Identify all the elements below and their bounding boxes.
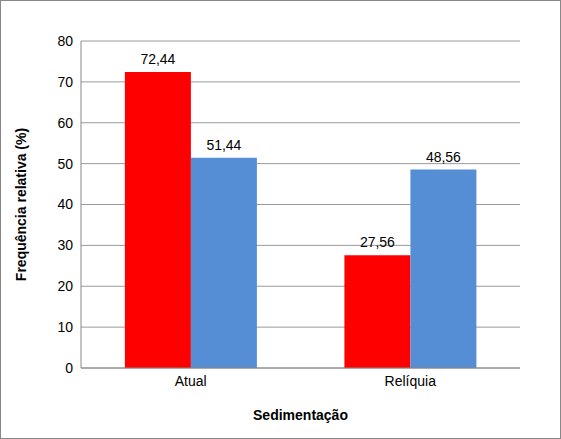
svg-text:72,44: 72,44 bbox=[140, 51, 175, 67]
svg-text:0: 0 bbox=[65, 360, 73, 376]
svg-text:48,56: 48,56 bbox=[426, 149, 461, 165]
svg-text:70: 70 bbox=[57, 74, 73, 90]
svg-text:Sedimentação: Sedimentação bbox=[253, 407, 348, 423]
svg-text:10: 10 bbox=[57, 319, 73, 335]
svg-text:80: 80 bbox=[57, 33, 73, 49]
svg-text:Relíquia: Relíquia bbox=[385, 373, 437, 389]
svg-text:27,56: 27,56 bbox=[360, 234, 395, 250]
svg-text:50: 50 bbox=[57, 156, 73, 172]
svg-text:60: 60 bbox=[57, 115, 73, 131]
svg-text:51,44: 51,44 bbox=[206, 137, 241, 153]
svg-text:Atual: Atual bbox=[175, 373, 207, 389]
svg-text:20: 20 bbox=[57, 278, 73, 294]
svg-text:40: 40 bbox=[57, 196, 73, 212]
svg-text:30: 30 bbox=[57, 237, 73, 253]
svg-text:Frequência relativa (%): Frequência relativa (%) bbox=[13, 128, 29, 281]
